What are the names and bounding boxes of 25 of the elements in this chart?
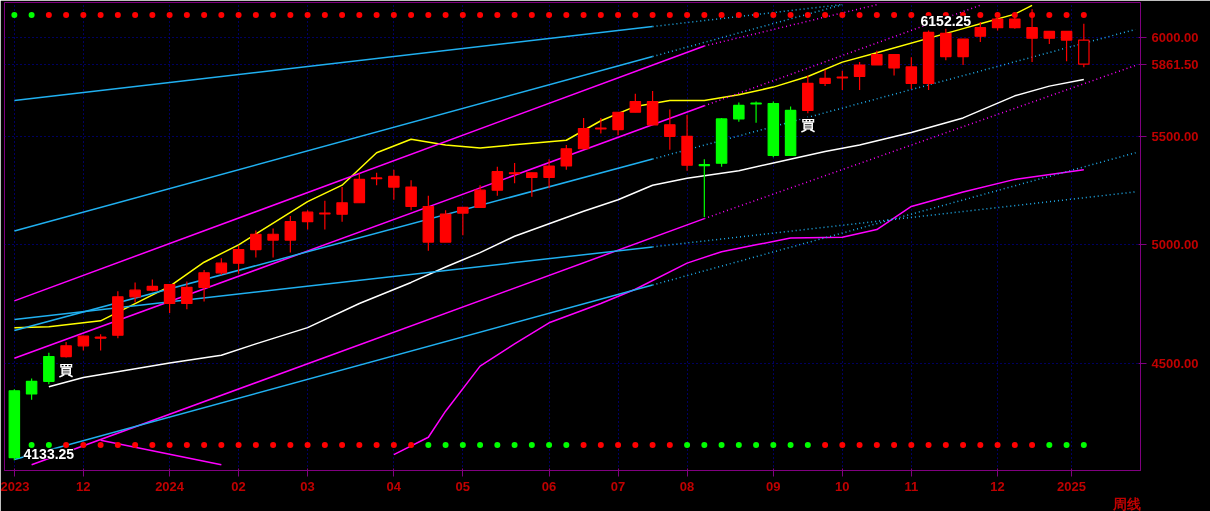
y-tick-label: 5861.50 — [1151, 56, 1199, 72]
x-tick-label: 05 — [455, 478, 471, 494]
text: 周线 — [1111, 495, 1141, 511]
x-tick-label: 07 — [610, 478, 626, 494]
annotation: 買 — [799, 117, 815, 134]
annotation: 買 — [58, 361, 74, 378]
x-tick-label: 09 — [766, 478, 781, 494]
annotation: 6152.25 — [920, 12, 972, 29]
x-tick-label: 12 — [76, 478, 91, 494]
annotation: 4133.25 — [23, 445, 75, 462]
x-tick-label: 04 — [386, 478, 402, 494]
x-tick-label: 2025 — [1057, 478, 1086, 494]
x-tick-label: 2024 — [155, 478, 185, 494]
y-tick-label: 5000.00 — [1151, 236, 1199, 252]
x-tick-label: 08 — [679, 478, 695, 494]
x-tick-label: 03 — [300, 478, 315, 494]
x-tick-label: 12 — [990, 478, 1005, 494]
y-tick-label: 4500.00 — [1151, 356, 1199, 372]
y-tick-label: 6000.00 — [1151, 30, 1199, 46]
x-tick-label: 11 — [904, 478, 919, 494]
x-tick-label: 02 — [231, 478, 246, 494]
x-tick-label: 2023 — [0, 478, 30, 494]
x-tick-label: 10 — [835, 478, 850, 494]
x-tick-label: 06 — [541, 478, 557, 494]
y-tick-label: 5500.00 — [1151, 128, 1199, 144]
